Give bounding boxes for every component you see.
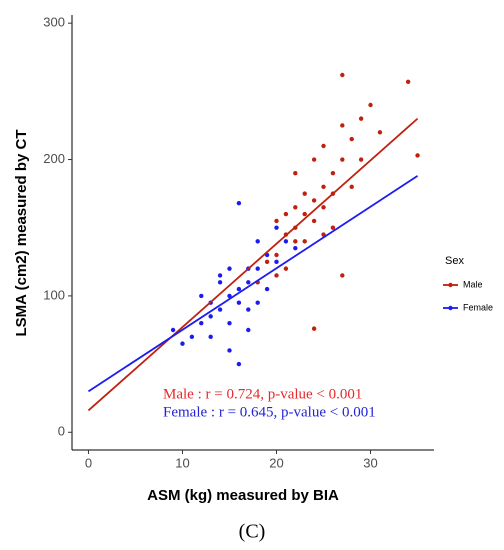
point [358,157,364,162]
point [208,334,213,340]
y-tick-label: 100 [43,287,65,302]
point [236,286,242,292]
point [340,273,345,278]
caption: (C) [239,521,266,543]
y-tick-label: 200 [43,151,65,166]
point [321,143,326,149]
point [246,307,251,312]
point [274,252,279,258]
point [274,225,279,230]
point [283,266,289,271]
point [293,170,298,176]
annotation: Female : r = 0.645, p-value < 0.001 [163,404,376,420]
point [311,198,317,203]
point [189,334,195,340]
point [227,266,232,271]
point [199,293,204,299]
point [405,79,411,85]
point [199,320,204,326]
legend-point [448,282,453,288]
point [274,273,279,278]
point [330,170,336,176]
point [302,191,307,196]
point [302,239,307,244]
fit-line [87,117,419,412]
point [236,200,242,206]
point [217,307,223,312]
annotation: Male : r = 0.724, p-value < 0.001 [163,386,362,402]
y-axis-label: LSMA (cm2) measured by CT [13,130,30,337]
point [283,211,289,217]
point [377,130,383,135]
point [293,245,298,251]
point [246,327,251,333]
x-axis-label: ASM (kg) measured by BIA [147,487,339,504]
point [349,184,354,190]
legend-label: Female [463,302,493,312]
point [255,266,260,271]
point [293,205,298,210]
point [358,116,364,121]
point [311,326,317,331]
point [264,286,270,292]
y-tick-label: 300 [43,15,65,30]
point [255,300,260,305]
y-tick-label: 0 [58,424,65,439]
point [340,123,345,128]
point [349,136,354,142]
point [208,314,213,319]
point [227,320,232,326]
point [368,102,373,108]
point [330,225,336,230]
x-tick-label: 30 [363,455,377,470]
fit-line [87,175,419,393]
legend-title: Sex [445,255,464,267]
point [311,218,317,224]
point [227,293,232,299]
x-tick-label: 0 [85,455,92,470]
point [180,341,185,346]
legend-label: Male [463,279,483,289]
point [274,218,279,224]
point [321,184,326,190]
point [340,157,345,162]
point [170,327,176,333]
point [246,280,251,285]
point [302,211,307,217]
point [255,239,260,244]
legend-point [448,305,453,311]
point [321,205,326,210]
point [236,361,242,367]
point [236,300,242,305]
x-tick-label: 10 [175,455,189,470]
x-tick-label: 20 [269,455,283,470]
point [264,259,270,265]
point [283,239,289,244]
point [340,72,345,78]
point [227,348,232,353]
point [217,273,223,278]
point [293,239,298,244]
point [415,153,420,158]
point [321,232,326,237]
point [217,280,223,285]
point [274,259,279,265]
point [311,157,317,162]
